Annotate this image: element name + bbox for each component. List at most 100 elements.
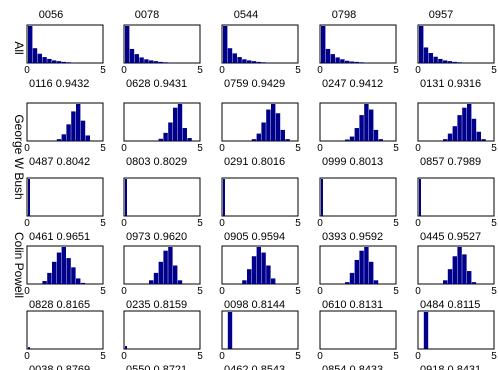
x-tick-label: 0: [121, 143, 127, 154]
row-label: All: [12, 41, 26, 54]
histogram-bar: [173, 107, 178, 141]
histogram-panel: 0 5 0098 0.8144: [219, 245, 301, 311]
histogram-bar: [419, 179, 421, 216]
histogram-bar: [28, 179, 30, 216]
histogram-bar: [335, 57, 340, 63]
histogram-bar: [359, 115, 364, 141]
x-tick-label: 0: [121, 286, 127, 297]
histogram-bar: [359, 250, 364, 284]
x-tick-label: 0: [317, 286, 323, 297]
histogram-bar: [364, 247, 369, 284]
histogram-bar: [149, 280, 154, 284]
histogram-bar: [158, 261, 163, 284]
histogram-bar: [275, 113, 281, 141]
panel-axes-box: [417, 177, 495, 217]
histogram-bar: [61, 61, 66, 63]
histogram-bar: [42, 57, 47, 63]
x-tick-label: 0: [121, 218, 127, 229]
x-tick-label: 0: [24, 286, 30, 297]
histogram-bar: [227, 312, 233, 349]
panel-axes-box: [319, 177, 397, 217]
histogram-bar: [340, 59, 345, 63]
histogram-bar: [182, 128, 187, 141]
histogram-bar: [173, 265, 178, 284]
histogram-panel: 0 5 0484 0.8115: [415, 245, 497, 311]
histogram-bar: [153, 61, 159, 63]
panel-caption: 0905 0.9594: [224, 231, 285, 243]
histogram-panel: 0 5 0038 0.8769: [24, 310, 106, 370]
x-tick-label: 5: [295, 286, 301, 297]
panel-caption: 0550 0.8721: [126, 364, 187, 370]
panel-caption: 0628 0.9431: [126, 78, 187, 90]
histogram-bar: [359, 62, 364, 63]
histogram-bar: [163, 132, 168, 141]
x-tick-label: 0: [121, 65, 127, 76]
histogram-bar: [325, 48, 331, 63]
histogram-bar: [349, 272, 355, 284]
histogram-bar: [52, 60, 57, 63]
histogram-panel: 0 5 0973 0.9620: [121, 177, 203, 243]
x-tick-label: 5: [393, 351, 399, 362]
histogram-bar: [237, 57, 242, 63]
x-tick-label: 5: [295, 218, 301, 229]
x-tick-label: 0: [317, 65, 323, 76]
x-tick-label: 5: [393, 286, 399, 297]
histogram-bar: [56, 252, 62, 284]
histogram-bar: [149, 60, 154, 63]
panel-axes-box: [123, 177, 201, 217]
x-tick-label: 0: [415, 218, 421, 229]
histogram-bar: [134, 54, 139, 63]
panel-axes-box: [123, 102, 201, 142]
x-tick-label: 5: [393, 218, 399, 229]
x-tick-label: 5: [100, 143, 106, 154]
panel-caption: 0131 0.9316: [420, 78, 481, 90]
x-tick-label: 0: [415, 286, 421, 297]
histogram-bar: [321, 26, 326, 63]
histogram-bar: [345, 139, 350, 141]
x-tick-label: 0: [219, 65, 225, 76]
panel-caption: 0857 0.7989: [420, 156, 481, 168]
histogram-bar: [251, 139, 257, 141]
histogram-bar: [447, 61, 453, 63]
panel-caption: 0462 0.8543: [224, 364, 285, 370]
histogram-bar: [354, 61, 359, 63]
histogram-bar: [153, 272, 159, 284]
x-tick-label: 5: [197, 218, 203, 229]
column-title: 0544: [234, 9, 258, 21]
histogram-bar: [378, 139, 383, 141]
x-tick-label: 5: [295, 143, 301, 154]
x-tick-label: 0: [121, 351, 127, 362]
histogram-bar: [349, 136, 355, 141]
histogram-bar: [37, 53, 42, 63]
x-tick-label: 5: [100, 286, 106, 297]
x-tick-label: 5: [393, 65, 399, 76]
histogram-bar: [345, 60, 350, 63]
panel-caption: 0247 0.9412: [322, 78, 383, 90]
panel-axes-box: [221, 177, 299, 217]
x-tick-label: 0: [415, 143, 421, 154]
panel-caption: 0461 0.9651: [29, 231, 90, 243]
histogram-panel: 0 5 0803 0.8029: [121, 102, 203, 168]
histogram-bar: [158, 138, 163, 141]
x-tick-label: 0: [219, 286, 225, 297]
histogram-bar: [280, 129, 285, 141]
panel-caption: 0098 0.8144: [224, 299, 285, 311]
histogram-bar: [251, 61, 257, 63]
panel-axes-box: [123, 310, 201, 350]
histogram-bar: [129, 48, 135, 63]
row-labels: All George W Bush Colin Powell: [12, 41, 26, 298]
histogram-bar: [443, 280, 448, 284]
histogram-bar: [56, 139, 62, 141]
panel-caption: 0759 0.9429: [224, 78, 285, 90]
histogram-bar: [256, 133, 261, 141]
column-title: 0078: [135, 9, 159, 21]
histogram-bar: [28, 347, 30, 349]
histogram-bar: [158, 61, 163, 63]
histogram-panel: 0 5 0461 0.9651: [24, 177, 106, 243]
histogram-bar: [433, 56, 438, 63]
panel-caption: 0484 0.8115: [420, 299, 480, 311]
panel-caption: 0235 0.8159: [126, 299, 187, 311]
histogram-bar: [32, 48, 38, 63]
histogram-bar: [457, 115, 462, 141]
panel-caption: 0445 0.9527: [420, 231, 481, 243]
